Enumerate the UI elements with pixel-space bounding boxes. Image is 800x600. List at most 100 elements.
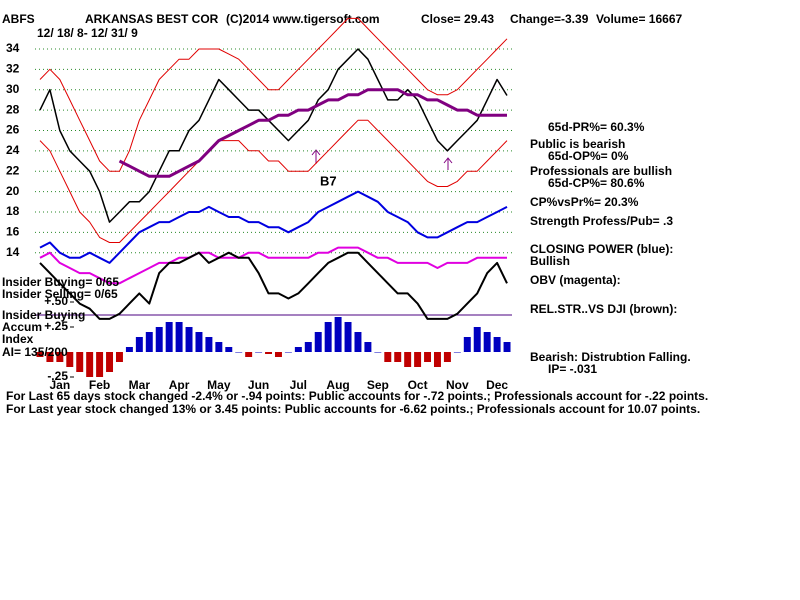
footer-line: For Last year stock changed 13% or 3.45 … bbox=[6, 402, 700, 416]
x-tick-label: Jun bbox=[248, 378, 269, 392]
accum-bar bbox=[66, 352, 74, 367]
accum-bar bbox=[364, 342, 372, 352]
series-line bbox=[118, 88, 507, 178]
accum-bar bbox=[135, 337, 143, 352]
accum-bar bbox=[36, 352, 44, 357]
accum-bar bbox=[374, 352, 382, 353]
legend-label: OBV (magenta): bbox=[530, 273, 621, 287]
series-line bbox=[39, 190, 508, 264]
accum-status: Bearish: Distrubtion Falling. bbox=[530, 350, 691, 364]
series-line bbox=[39, 119, 508, 243]
legend-label: CLOSING POWER (blue): bbox=[530, 242, 673, 256]
accum-bar bbox=[265, 352, 273, 354]
accum-bar bbox=[463, 337, 471, 352]
accum-bar bbox=[314, 332, 322, 352]
footer-line: For Last 65 days stock changed -2.4% or … bbox=[6, 389, 708, 403]
x-tick-label: Dec bbox=[486, 378, 508, 392]
accum-bar bbox=[304, 342, 312, 352]
change: Change=-3.39 bbox=[510, 12, 589, 26]
accum-bar bbox=[503, 342, 511, 352]
signal: B7 bbox=[320, 173, 337, 188]
accum-bar bbox=[274, 352, 282, 357]
cp: 65d-CP%= 80.6% bbox=[548, 176, 645, 190]
series-line bbox=[39, 17, 508, 172]
accum-bar bbox=[424, 352, 432, 362]
ip: IP= -.031 bbox=[548, 362, 597, 376]
y-tick-label: 22 bbox=[6, 163, 20, 177]
accum-bar bbox=[334, 317, 342, 352]
accum-bar bbox=[284, 352, 292, 353]
copyright: (C)2014 www.tigersoft.com bbox=[226, 12, 380, 26]
y-tick-label: 14 bbox=[6, 245, 20, 259]
accum-bar bbox=[235, 352, 243, 353]
symbol: ABFS bbox=[2, 12, 35, 26]
accum-bar bbox=[225, 347, 233, 352]
accum-tick-label: +.50 bbox=[44, 294, 68, 308]
cpvspr: CP%vsPr%= 20.3% bbox=[530, 195, 639, 209]
y-tick-label: 16 bbox=[6, 224, 20, 238]
y-tick-label: 34 bbox=[6, 41, 20, 55]
y-tick-label: 28 bbox=[6, 102, 20, 116]
accum-bar bbox=[324, 322, 332, 352]
y-tick-label: 30 bbox=[6, 82, 20, 96]
volume: Volume= 16667 bbox=[596, 12, 682, 26]
accum-bar bbox=[255, 352, 263, 353]
accum-bar bbox=[56, 352, 64, 362]
accum-bar bbox=[453, 352, 461, 353]
close: Close= 29.43 bbox=[421, 12, 494, 26]
series-line bbox=[39, 48, 508, 223]
public: Public is bearish bbox=[530, 137, 625, 151]
accum-bar bbox=[76, 352, 84, 372]
series-line bbox=[39, 251, 508, 320]
accum-bar bbox=[96, 352, 104, 377]
x-tick-label: Feb bbox=[89, 378, 110, 392]
accum-bar bbox=[354, 332, 362, 352]
accum-bar bbox=[205, 337, 213, 352]
op: 65d-OP%= 0% bbox=[548, 149, 629, 163]
arrow-head bbox=[443, 157, 453, 164]
dates: 12/ 18/ 8- 12/ 31/ 9 bbox=[37, 26, 138, 40]
x-tick-label: Apr bbox=[169, 378, 190, 392]
accum-tick-label: +.25 bbox=[44, 319, 68, 333]
x-tick-label: May bbox=[207, 378, 231, 392]
x-tick-label: Nov bbox=[446, 378, 469, 392]
x-tick-label: Mar bbox=[129, 378, 151, 392]
accum-bar bbox=[344, 322, 352, 352]
series-line bbox=[39, 246, 507, 285]
accum-bar bbox=[473, 327, 481, 352]
strength: Strength Profess/Pub= .3 bbox=[530, 214, 673, 228]
insider-buying-label: Insider Buying bbox=[2, 308, 85, 322]
accum-tick-label: -.25 bbox=[47, 369, 68, 383]
index-label: Index bbox=[2, 332, 34, 346]
accum-bar bbox=[106, 352, 114, 372]
accum-bar bbox=[443, 352, 451, 362]
legend-label: REL.STR..VS DJI (brown): bbox=[530, 302, 677, 316]
professionals: Professionals are bullish bbox=[530, 164, 672, 178]
accum-label: Accum bbox=[2, 320, 42, 334]
accum-bar bbox=[195, 332, 203, 352]
arrow-head bbox=[311, 149, 321, 156]
y-tick-label: 18 bbox=[6, 204, 20, 218]
x-tick-label: Jul bbox=[290, 378, 307, 392]
x-tick-label: Sep bbox=[367, 378, 389, 392]
accum-bar bbox=[175, 322, 183, 352]
accum-bar bbox=[483, 332, 491, 352]
accum-bar bbox=[394, 352, 402, 362]
accum-bar bbox=[493, 337, 501, 352]
accum-bar bbox=[46, 352, 54, 362]
y-tick-label: 24 bbox=[6, 143, 20, 157]
insider-buying: Insider Buying= 0/65 bbox=[2, 275, 119, 289]
x-tick-label: Aug bbox=[326, 378, 349, 392]
accum-bar bbox=[115, 352, 123, 362]
accum-bar bbox=[185, 327, 193, 352]
x-tick-label: Jan bbox=[50, 378, 71, 392]
insider-selling: Insider Selling= 0/65 bbox=[2, 287, 118, 301]
x-tick-label: Oct bbox=[408, 378, 428, 392]
accum-bar bbox=[155, 327, 163, 352]
cp-status: Bullish bbox=[530, 254, 570, 268]
y-tick-label: 32 bbox=[6, 62, 20, 76]
accum-bar bbox=[145, 332, 153, 352]
accum-bar bbox=[404, 352, 412, 367]
